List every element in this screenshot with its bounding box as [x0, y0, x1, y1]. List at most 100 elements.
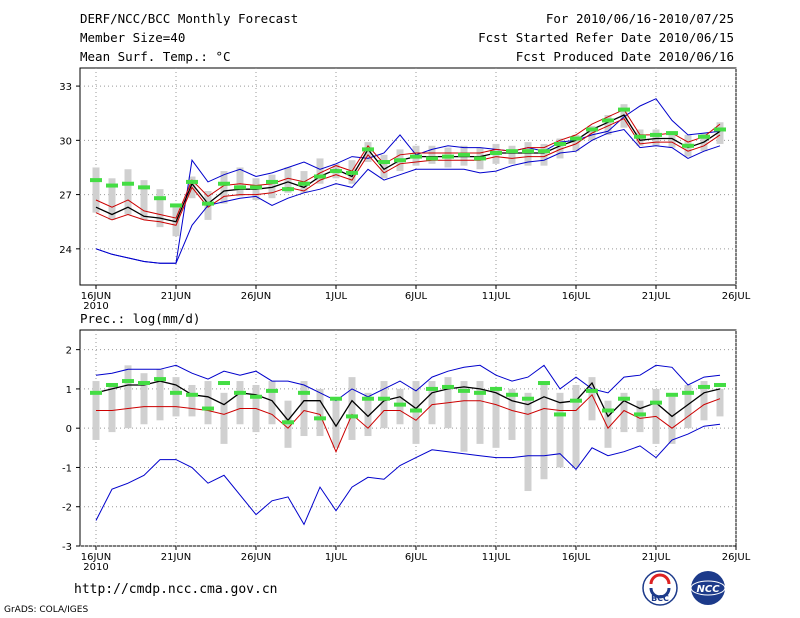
temp-obs-marker: [394, 158, 406, 163]
variable-label: Mean Surf. Temp.: °C: [80, 49, 231, 64]
prec-max-line: [95, 364, 721, 402]
prec-spread-bar: [620, 392, 628, 433]
prec-mean-line: [95, 380, 721, 428]
temp-spread-bar: [156, 189, 164, 228]
temp-x-tick-label: 16JUL: [562, 291, 591, 302]
temp-obs-marker: [362, 147, 374, 152]
prec-x-tick-label: 11JUL: [482, 552, 511, 563]
prec-obs-marker: [202, 406, 214, 411]
prec-spread-bar: [668, 396, 676, 444]
temp-x-tick-label: 11JUL: [482, 291, 511, 302]
temp-x-tick-label: 16JUN: [81, 291, 111, 302]
temp-min-line: [95, 128, 721, 264]
temp-obs-marker: [106, 183, 118, 188]
prec-obs-marker: [314, 416, 326, 421]
temp-spread-bar: [524, 142, 532, 166]
prec-obs-marker: [554, 412, 566, 417]
prec-spread-bar: [540, 384, 548, 480]
temp-obs-marker: [714, 127, 726, 132]
temp-spread-bar: [124, 169, 132, 215]
prec-y-tick-label: -2: [62, 503, 72, 514]
prec-spread-bar: [524, 392, 532, 492]
prec-y-tick-label: 1: [66, 385, 72, 396]
forecast-period: For 2010/06/16-2010/07/25: [545, 11, 734, 26]
temp-obs-marker: [122, 181, 134, 186]
fcst-start-date: Fcst Started Refer Date 2010/06/15: [478, 30, 734, 45]
prec-obs-marker: [570, 398, 582, 403]
temp-obs-marker: [506, 149, 518, 154]
prec-obs-marker: [218, 381, 230, 386]
prec-obs-marker: [330, 396, 342, 401]
bcc-logo-text: BCC: [651, 594, 669, 603]
prec-lower-line: [96, 393, 721, 453]
temp-obs-marker: [682, 143, 694, 148]
temp-y-tick-label: 27: [59, 191, 72, 202]
prec-obs-marker: [666, 392, 678, 397]
prec-spread-bar: [108, 384, 116, 433]
prec-obs-marker: [586, 388, 598, 393]
temp-obs-marker: [186, 179, 198, 184]
temp-spread-bar: [716, 122, 724, 144]
temp-spread-bar: [428, 145, 436, 164]
temp-y-tick-label: 30: [59, 136, 72, 147]
temp-spread-bar: [108, 178, 116, 220]
prec-spread-bar: [140, 373, 148, 425]
temp-obs-marker: [650, 132, 662, 137]
prec-spread-bar: [428, 381, 436, 425]
prec-spread-bar: [460, 381, 468, 452]
prec-spread-bar: [492, 388, 500, 448]
prec-spread-bar: [364, 392, 372, 437]
prec-y-tick-label: -1: [62, 463, 72, 474]
temp-obs-marker: [474, 156, 486, 161]
prec-spread-bar: [220, 392, 228, 444]
temp-obs-marker: [634, 134, 646, 139]
temp-spread-bar: [556, 138, 564, 159]
temp-obs-marker: [154, 196, 166, 201]
ncc-logo-globe-icon: [691, 571, 725, 605]
prec-x-tick-label: 6JUL: [405, 552, 428, 563]
prec-obs-marker: [522, 396, 534, 401]
prec-year-label: 2010: [83, 562, 108, 573]
temp-x-tick-label: 26JUL: [722, 291, 751, 302]
temp-obs-marker: [490, 150, 502, 155]
temp-obs-marker: [282, 187, 294, 192]
prec-spread-bar: [476, 381, 484, 444]
prec-spread-bar: [684, 384, 692, 429]
temp-plot-frame: [79, 67, 737, 286]
temp-spread-bar: [268, 174, 276, 199]
temp-spread-bar: [236, 167, 244, 197]
bcc-logo: BCC: [642, 570, 678, 606]
prec-obs-marker: [90, 390, 102, 395]
temp-spread-bar: [364, 142, 372, 163]
prec-y-tick-label: -3: [62, 542, 72, 553]
prec-y-tick-label: 0: [66, 424, 72, 435]
temp-obs-marker: [602, 118, 614, 123]
temp-obs-marker: [234, 185, 246, 190]
temp-obs-marker: [554, 141, 566, 146]
prec-x-tick-label: 26JUN: [241, 552, 271, 563]
prec-spread-bar: [188, 384, 196, 417]
prec-x-tick-label: 16JUN: [81, 552, 111, 563]
prec-obs-marker: [154, 377, 166, 382]
temperature-panel: 16JUN 21JUN 26JUN 1JUL 6JUL 11JUL 16JUL 21JUL 26…: [59, 67, 751, 312]
prec-x-tick-label: 16JUL: [562, 552, 591, 563]
prec-obs-marker: [298, 390, 310, 395]
prec-spread-bar: [556, 392, 564, 468]
temp-obs-marker: [666, 131, 678, 136]
prec-spread-bar: [172, 377, 180, 417]
prec-obs-marker: [106, 382, 118, 387]
temp-obs-marker: [218, 181, 230, 186]
temp-obs-marker: [90, 178, 102, 183]
temp-spread-bar: [652, 129, 660, 146]
prec-min-line: [95, 423, 721, 526]
prec-x-tick-label: 21JUL: [642, 552, 671, 563]
prec-obs-marker: [682, 390, 694, 395]
source-url[interactable]: http://cmdp.ncc.cma.gov.cn: [74, 582, 278, 597]
temp-spread-bar: [604, 115, 612, 135]
prec-x-tick-label: 26JUL: [722, 552, 751, 563]
prec-spread-bar: [332, 400, 340, 448]
temp-y-tick-label: 24: [59, 245, 72, 256]
prec-obs-marker: [250, 394, 262, 399]
temp-y-tick-label: 33: [59, 82, 72, 93]
prec-obs-marker: [474, 390, 486, 395]
